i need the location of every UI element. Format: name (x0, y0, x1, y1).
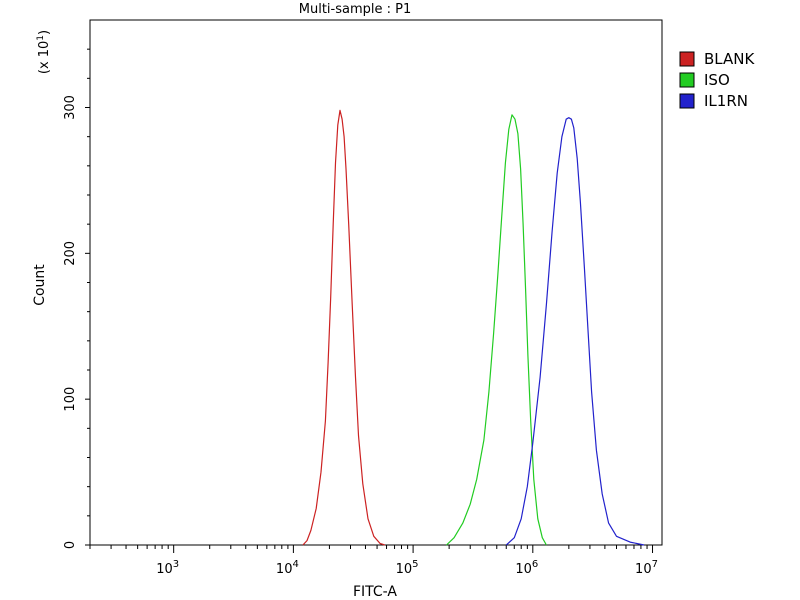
series-line-blank (302, 109, 385, 546)
x-tick-exponent: 7 (652, 559, 658, 570)
x-tick-base: 10 (515, 562, 532, 577)
x-tick-exponent: 4 (292, 559, 298, 570)
x-tick-exponent: 6 (532, 559, 538, 570)
y-multiplier-exponent: 1 (36, 35, 46, 41)
y-tick-label: 0 (63, 541, 78, 549)
y-multiplier-label: (x 101) (36, 30, 52, 74)
x-axis-ticks: 103 104 105 106 107 (89, 545, 658, 577)
legend-swatch-blank (679, 51, 695, 67)
y-axis-ticks: 0 100 200 300 (63, 48, 90, 549)
legend-swatch-il1rn (679, 93, 695, 109)
x-axis-label: FITC-A (353, 584, 397, 600)
x-tick-label: 105 (396, 559, 419, 577)
x-tick-label: 106 (515, 559, 538, 577)
chart-title: Multi-sample : P1 (299, 2, 412, 17)
legend-label-il1rn: IL1RN (704, 92, 748, 110)
x-tick-exponent: 5 (412, 559, 418, 570)
x-tick-exponent: 3 (173, 559, 179, 570)
x-tick-label: 103 (156, 559, 179, 577)
series-layer (302, 109, 645, 546)
x-tick-base: 10 (156, 562, 173, 577)
legend: BLANK ISO IL1RN (679, 50, 755, 110)
legend-swatch-iso (679, 72, 695, 88)
series-line-iso (446, 114, 547, 546)
legend-label-iso: ISO (704, 71, 730, 89)
y-multiplier-base: (x 10 (37, 41, 52, 74)
y-axis-label: Count (32, 264, 48, 306)
x-tick-label: 107 (635, 559, 658, 577)
y-tick-label: 100 (63, 387, 78, 412)
y-tick-label: 300 (63, 95, 78, 120)
series-line-il1rn (505, 117, 645, 546)
y-tick-label: 200 (63, 241, 78, 266)
x-tick-base: 10 (635, 562, 652, 577)
x-tick-label: 104 (276, 559, 299, 577)
y-multiplier-close: ) (37, 30, 52, 35)
legend-label-blank: BLANK (704, 50, 755, 68)
x-tick-base: 10 (276, 562, 293, 577)
x-tick-base: 10 (396, 562, 413, 577)
